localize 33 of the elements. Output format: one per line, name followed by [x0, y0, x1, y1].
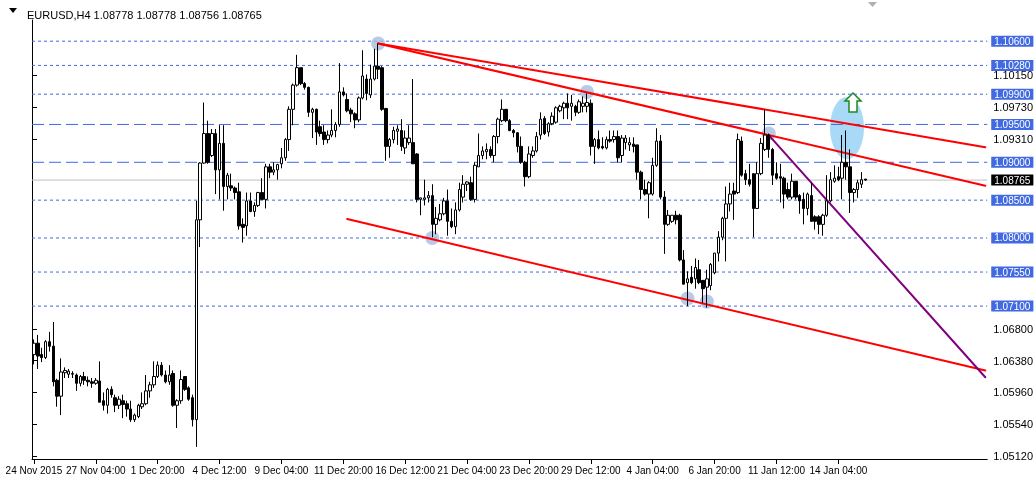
y-tick-label: 1.06380 [993, 354, 1033, 367]
ref-line-label: 1.10600 [994, 35, 1031, 47]
x-tick-label: 14 Jan 04:00 [809, 464, 868, 476]
y-tick-label: 1.09310 [993, 132, 1033, 145]
ref-line-label: 1.07100 [994, 300, 1031, 312]
x-tick-label: 16 Dec 12:00 [375, 464, 436, 476]
ref-line-label: 1.10280 [994, 59, 1031, 71]
x-tick-label: 23 Dec 20:00 [499, 464, 560, 476]
x-tick-label: 24 Nov 2015 [5, 464, 63, 476]
x-tick-label: 1 Dec 20:00 [130, 464, 186, 476]
x-tick-label: 21 Dec 04:00 [437, 464, 498, 476]
x-tick-label: 27 Nov 04:00 [66, 464, 126, 476]
y-tick-label: 1.06800 [993, 322, 1033, 335]
ref-line-label: 1.08000 [994, 232, 1031, 244]
ref-line-label: 1.07550 [994, 266, 1031, 278]
x-tick-label: 11 Jan 12:00 [747, 464, 806, 476]
y-tick-label: 1.05960 [993, 386, 1033, 399]
x-tick-label: 29 Dec 12:00 [561, 464, 622, 476]
x-tick-label: 4 Jan 04:00 [626, 464, 680, 476]
y-tick-label: 1.05120 [993, 449, 1033, 462]
y-tick-label: 1.05540 [993, 418, 1033, 431]
x-tick-label: 4 Dec 12:00 [192, 464, 247, 476]
ref-line-label: 1.09500 [994, 118, 1031, 130]
y-tick-label: 1.09730 [993, 101, 1033, 114]
ref-line-label: 1.08765 [994, 174, 1031, 186]
ref-line-label: 1.09900 [994, 88, 1031, 100]
x-tick-label: 9 Dec 04:00 [254, 464, 309, 476]
y-tick-label: 1.10150 [993, 69, 1033, 82]
ref-line-label: 1.09000 [994, 156, 1031, 168]
x-tick-label: 6 Jan 20:00 [688, 464, 742, 476]
chart-title: EURUSD,H4 1.08778 1.08778 1.08756 1.08765 [27, 8, 262, 21]
ref-line-label: 1.08500 [994, 194, 1031, 206]
x-tick-label: 11 Dec 20:00 [313, 464, 374, 476]
